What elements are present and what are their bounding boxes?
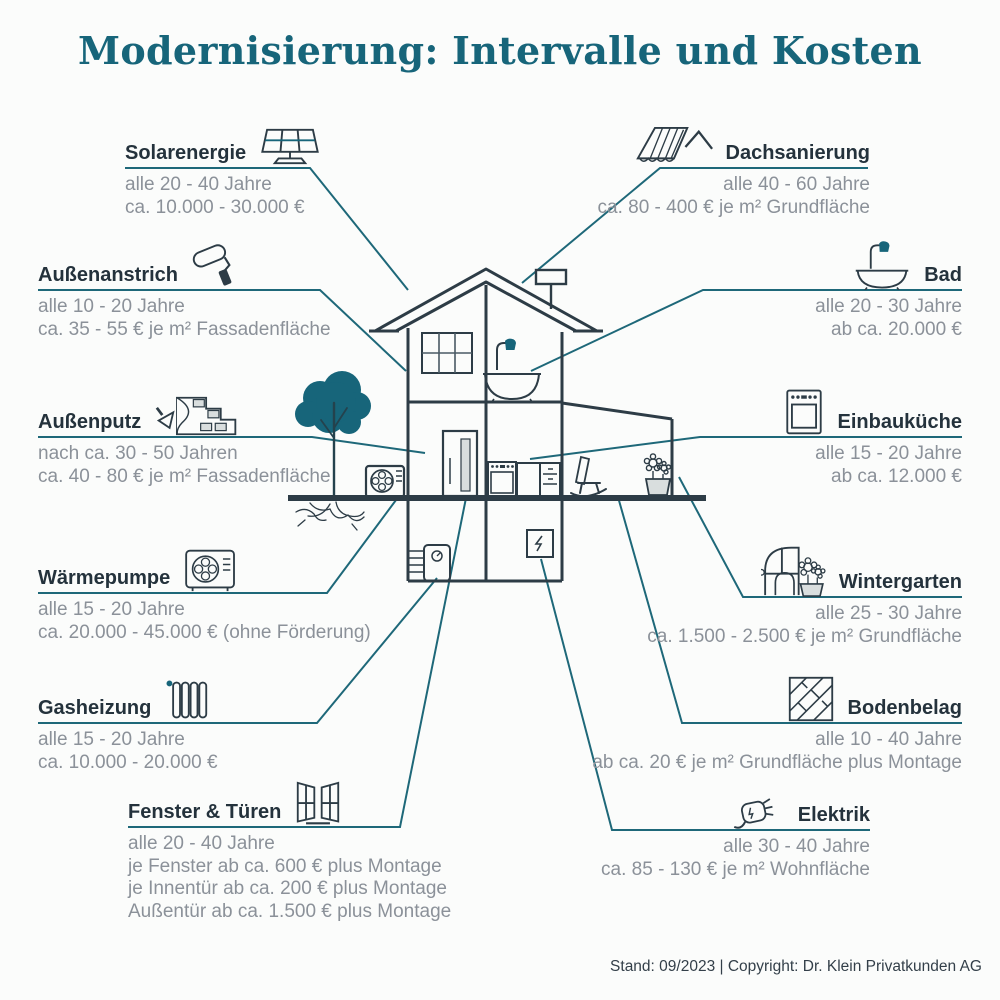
bathtub-in-house bbox=[483, 338, 541, 404]
tree bbox=[295, 371, 371, 531]
trowel-wall-icon bbox=[156, 396, 237, 436]
solar-panel-icon bbox=[261, 128, 320, 165]
item-label: Bad bbox=[924, 264, 962, 286]
item-einbaukueche: Einbauküche alle 15 - 20 Jahre ab ca. 12… bbox=[562, 385, 962, 488]
item-label: Dachsanierung bbox=[725, 142, 870, 164]
fuse-box-in-house bbox=[526, 529, 554, 558]
connector-elektrik bbox=[540, 558, 870, 831]
connector-wintergarten bbox=[678, 476, 962, 598]
radiator-icon bbox=[166, 680, 208, 719]
flower-pot-in-house bbox=[643, 453, 672, 496]
item-label: Außenanstrich bbox=[38, 264, 179, 286]
item-details: alle 20 - 40 Jahre je Fenster ab ca. 600… bbox=[128, 833, 452, 922]
item-details: alle 15 - 20 Jahre ca. 20.000 - 45.000 €… bbox=[38, 599, 371, 643]
connector-lines bbox=[38, 167, 962, 831]
item-wintergarten: Wintergarten alle 25 - 30 Jahre ca. 1.50… bbox=[562, 545, 962, 648]
item-label: Gasheizung bbox=[38, 697, 152, 719]
item-details: alle 15 - 20 Jahre ab ca. 12.000 € bbox=[815, 443, 962, 487]
conservatory-icon bbox=[760, 546, 826, 597]
item-details: alle 10 - 20 Jahre ca. 35 - 55 € je m² F… bbox=[38, 296, 331, 340]
item-label: Einbauküche bbox=[837, 411, 962, 433]
page-title: Modernisierung: Intervalle und Kosten bbox=[78, 28, 922, 73]
item-elektrik: Elektrik alle 30 - 40 Jahre ca. 85 - 130… bbox=[470, 778, 870, 881]
parquet-icon bbox=[788, 676, 833, 722]
paint-roller-icon bbox=[192, 244, 232, 286]
ground-line bbox=[288, 495, 706, 501]
roof bbox=[369, 267, 603, 333]
connector-solarenergie bbox=[125, 167, 409, 291]
house-walls bbox=[406, 285, 674, 583]
item-details: alle 10 - 40 Jahre ab ca. 20 € je m² Gru… bbox=[592, 729, 962, 773]
item-waermepumpe: Wärmepumpe alle 15 - 20 Jahre ca. 20.000… bbox=[38, 541, 438, 644]
front-door bbox=[441, 429, 479, 498]
item-label: Bodenbelag bbox=[847, 697, 962, 719]
roof-tiles-icon bbox=[635, 126, 713, 162]
stove-in-house bbox=[487, 461, 517, 498]
tree-roots bbox=[295, 501, 365, 531]
connector-waermepumpe bbox=[38, 495, 400, 594]
item-details: alle 20 - 40 Jahre ca. 10.000 - 30.000 € bbox=[125, 174, 305, 218]
item-label: Fenster & Türen bbox=[128, 801, 282, 823]
item-label: Wärmepumpe bbox=[38, 567, 171, 589]
item-dachsanierung: Dachsanierung alle 40 - 60 Jahre ca. 80 … bbox=[470, 116, 870, 219]
connector-fenster-tueren bbox=[128, 497, 467, 828]
item-label: Wintergarten bbox=[838, 571, 962, 593]
open-window-icon bbox=[297, 781, 340, 825]
item-details: alle 20 - 30 Jahre ab ca. 20.000 € bbox=[815, 296, 962, 340]
connector-gasheizung bbox=[38, 577, 438, 724]
item-details: alle 25 - 30 Jahre ca. 1.500 - 2.500 € j… bbox=[647, 603, 962, 647]
item-aussenanstrich: Außenanstrich alle 10 - 20 Jahre ca. 35 … bbox=[38, 238, 438, 341]
item-label: Solarenergie bbox=[125, 142, 247, 164]
item-bodenbelag: Bodenbelag alle 10 - 40 Jahre ab ca. 20 … bbox=[562, 671, 962, 774]
item-details: alle 30 - 40 Jahre ca. 85 - 130 € je m² … bbox=[601, 836, 870, 880]
item-fenster-tueren: Fenster & Türen alle 20 - 40 Jahre je Fe… bbox=[128, 775, 528, 923]
heat-pump-icon bbox=[185, 549, 236, 592]
item-details: alle 40 - 60 Jahre ca. 80 - 400 € je m² … bbox=[597, 174, 870, 218]
connector-aussenputz bbox=[38, 436, 426, 454]
connector-dachsanierung bbox=[521, 167, 868, 284]
plug-icon bbox=[733, 798, 774, 829]
item-label: Elektrik bbox=[797, 804, 870, 826]
kitchen-cabinet bbox=[516, 462, 561, 498]
item-gasheizung: Gasheizung alle 15 - 20 Jahre ca. 10.000… bbox=[38, 671, 438, 774]
connector-aussenanstrich bbox=[38, 289, 407, 372]
connector-bad bbox=[530, 289, 962, 372]
item-details: nach ca. 30 - 50 Jahren ca. 40 - 80 € je… bbox=[38, 443, 331, 487]
item-aussenputz: Außenputz nach ca. 30 - 50 Jahren ca. 40… bbox=[38, 385, 438, 488]
item-details: alle 15 - 20 Jahre ca. 10.000 - 20.000 € bbox=[38, 729, 218, 773]
gas-boiler-in-house bbox=[408, 544, 451, 582]
connector-bodenbelag bbox=[617, 496, 962, 724]
chimney bbox=[534, 268, 568, 309]
item-label: Außenputz bbox=[38, 411, 142, 433]
upper-window bbox=[421, 332, 473, 374]
oven-icon bbox=[785, 389, 822, 435]
item-bad: Bad alle 20 - 30 Jahre ab ca. 20.000 € bbox=[562, 238, 962, 341]
connector-einbaukueche bbox=[529, 436, 962, 460]
footer-credit: Stand: 09/2023 | Copyright: Dr. Klein Pr… bbox=[610, 958, 982, 975]
bathtub-icon bbox=[855, 241, 909, 290]
item-solarenergie: Solarenergie alle 20 - 40 Jahre ca. 10.0… bbox=[125, 116, 525, 219]
